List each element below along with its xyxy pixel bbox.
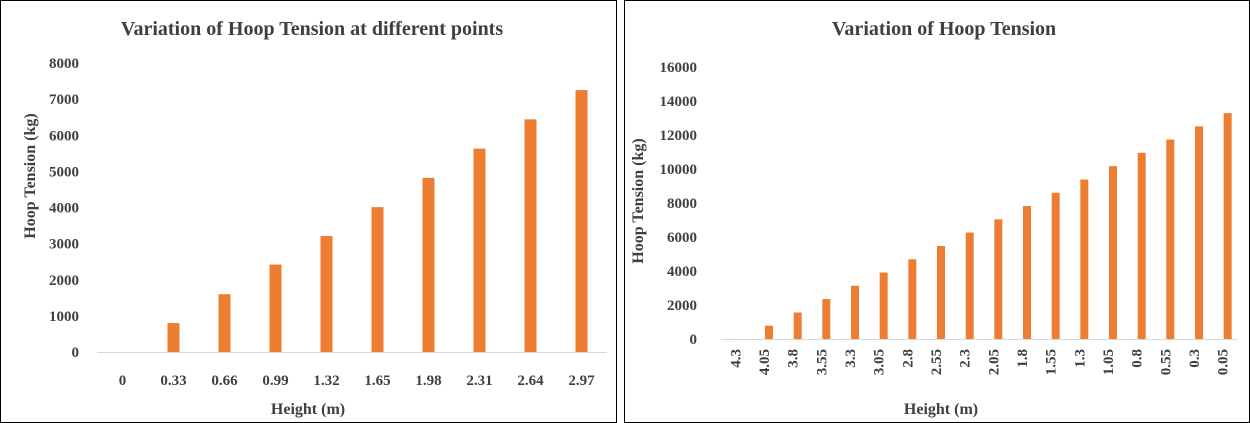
x-tick-label: 3.3 [843,349,859,368]
bar-hoop-tension-1.65 [371,207,384,352]
x-tick-label: 1.55 [1044,349,1060,375]
chart-svg-left: Variation of Hoop Tension at different p… [22,18,607,418]
y-tick-label: 0 [72,345,80,361]
x-tick-label: 3.55 [814,349,830,375]
bar-hoop-tension-0.05 [1223,113,1232,339]
x-tick-label: 0.33 [160,373,186,389]
x-tick-label: 0.8 [1130,349,1146,368]
x-tick-label: 1.05 [1101,349,1117,375]
chart-svg-right: Variation of Hoop Tension Height (m) Hoo… [630,18,1237,418]
x-tick-label: 1.98 [415,373,441,389]
y-tick-label: 1000 [49,309,79,325]
y-tick-label: 12000 [660,128,698,144]
bar-hoop-tension-3.8 [793,312,802,339]
x-tick-label: 1.3 [1072,349,1088,368]
y-tick-labels: 0 2000 4000 6000 8000 10000 12000 14000 16000 [660,60,698,348]
x-tick-label: 2.97 [568,373,595,389]
y-tick-label: 14000 [660,94,698,110]
bar-hoop-tension-3.05 [879,272,888,339]
x-tick-label: 2.64 [517,373,544,389]
x-tick-label: 2.8 [900,349,916,368]
x-tick-label: 1.65 [364,373,390,389]
y-tick-label: 6000 [667,230,697,246]
y-tick-label: 5000 [49,164,79,180]
bar-hoop-tension-3.3 [851,285,859,339]
x-tick-label: 2.3 [958,349,974,368]
bar-hoop-tension-0.8 [1137,152,1146,339]
x-tick-label: 1.32 [313,373,339,389]
bar-hoop-tension-0.99 [269,264,282,352]
bar-hoop-tension-1.98 [422,177,435,352]
x-tick-label: 0.55 [1158,349,1174,375]
y-tick-label: 10000 [660,162,698,178]
x-tick-label: 3.8 [786,349,802,368]
x-tick-label: 4.05 [757,349,773,375]
x-tick-label: 0.99 [262,373,288,389]
x-tick-label: 2.05 [986,349,1002,375]
y-tick-label: 6000 [49,128,79,144]
bar-hoop-tension-2.55 [937,246,945,339]
y-tick-label: 4000 [667,264,697,280]
x-tick-labels: 0 0.33 0.66 0.99 1.32 1.65 1.98 2.31 2.64 2.97 [119,373,595,389]
chart-panel-hoop-tension-points: Variation of Hoop Tension at different p… [0,0,617,423]
x-tick-label: 1.8 [1015,349,1031,368]
bar-hoop-tension-0.3 [1195,126,1203,339]
chart-title: Variation of Hoop Tension [832,18,1056,40]
y-tick-label: 2000 [667,298,697,314]
bar-hoop-tension-1.8 [1023,206,1031,339]
bar-hoop-tension-0.55 [1166,139,1175,339]
bar-hoop-tension-3.55 [822,299,831,339]
y-tick-label: 16000 [660,60,698,76]
bar-hoop-tension-2.3 [965,232,974,339]
chart-title: Variation of Hoop Tension at different p… [121,18,504,40]
bar-hoop-tension-2.31 [473,148,486,352]
y-tick-label: 8000 [49,56,79,72]
bar-series [167,90,588,352]
bar-hoop-tension-2.97 [575,90,588,352]
bar-hoop-tension-1.3 [1080,179,1089,339]
bar-hoop-tension-4.05 [765,325,773,339]
x-axis-title: Height (m) [271,401,345,418]
bar-hoop-tension-2.05 [994,219,1003,339]
x-tick-label: 2.55 [929,349,945,375]
chart-panel-hoop-tension: Variation of Hoop Tension Height (m) Hoo… [624,0,1250,423]
x-tick-label: 0.05 [1216,349,1232,375]
bar-hoop-tension-1.32 [320,236,333,352]
bar-hoop-tension-2.64 [524,119,537,352]
y-tick-labels: 0 1000 2000 3000 4000 5000 6000 7000 8000 [49,56,79,361]
bar-hoop-tension-1.05 [1109,166,1117,339]
y-tick-label: 0 [690,332,698,348]
y-tick-label: 2000 [49,273,79,289]
y-tick-label: 3000 [49,237,79,253]
x-tick-labels: 4.3 4.05 3.8 3.55 3.3 3.05 2.8 2.55 2.3 2.05 1.8 1.… [728,349,1231,375]
bar-series [726,113,1232,339]
bar-hoop-tension-0.33 [167,323,180,352]
y-tick-label: 4000 [49,201,79,217]
x-tick-label: 0.3 [1187,349,1203,368]
x-tick-label: 2.31 [466,373,492,389]
x-axis-title: Height (m) [904,401,978,418]
bar-hoop-tension-1.55 [1051,192,1060,339]
y-axis-title: Hoop Tension (kg) [22,113,39,238]
y-tick-label: 8000 [667,196,697,212]
y-axis-title: Hoop Tension (kg) [630,138,647,263]
bar-hoop-tension-2.8 [908,259,917,339]
x-tick-label: 0 [119,373,127,389]
bar-hoop-tension-0.66 [218,294,231,352]
x-tick-label: 4.3 [728,349,744,368]
x-tick-label: 0.66 [211,373,238,389]
y-tick-label: 7000 [49,92,79,108]
x-tick-label: 3.05 [872,349,888,375]
